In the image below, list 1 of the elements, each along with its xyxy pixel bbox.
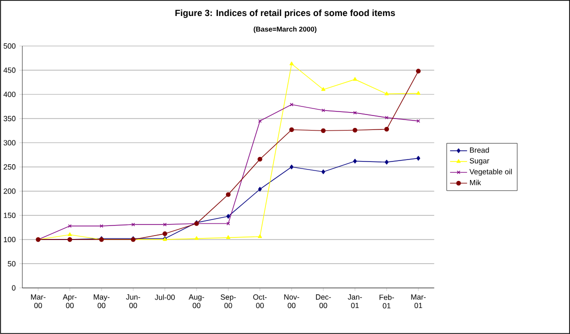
chart-title: Figure 3: Indices of retail prices of some food items — [175, 10, 395, 18]
